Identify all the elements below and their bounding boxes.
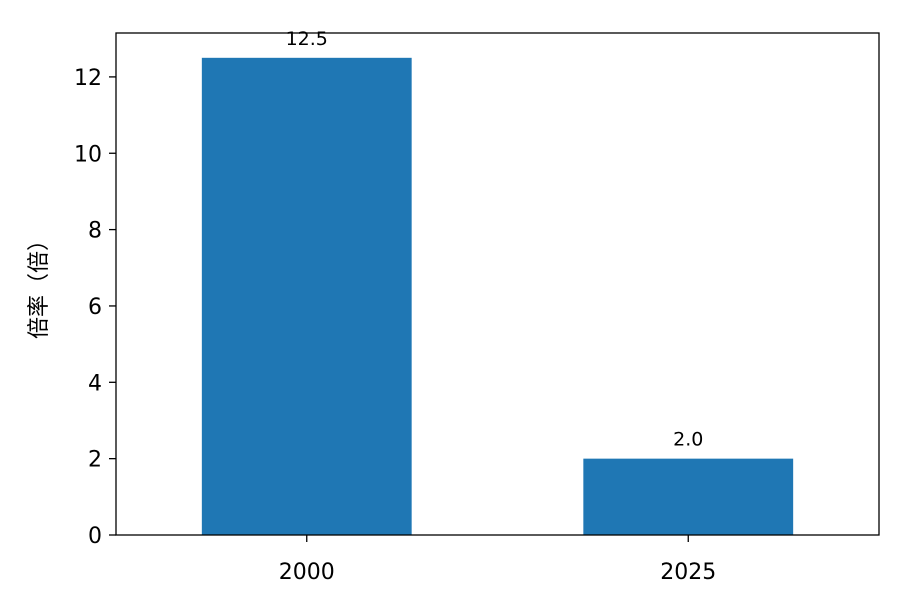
data-label-2000: 12.5 bbox=[286, 28, 328, 50]
y-tick-label: 2 bbox=[88, 448, 102, 473]
bar-2000 bbox=[201, 57, 412, 535]
y-tick-label: 6 bbox=[88, 295, 102, 320]
y-tick-label: 4 bbox=[88, 371, 102, 396]
y-tick-label: 12 bbox=[74, 66, 102, 91]
x-tick-label: 2025 bbox=[660, 560, 716, 585]
y-ticks-group: 0 2 4 6 8 10 12 bbox=[74, 66, 116, 549]
data-label-2025: 2.0 bbox=[673, 429, 703, 451]
y-tick-label: 0 bbox=[88, 524, 102, 549]
axes-frame bbox=[115, 32, 880, 536]
x-ticks-group: 2000 2025 bbox=[279, 535, 716, 585]
x-tick-label: 2000 bbox=[279, 560, 335, 585]
bars-group bbox=[201, 57, 794, 535]
y-axis-label: 倍率（倍） bbox=[27, 229, 52, 339]
bar-2025 bbox=[583, 458, 794, 535]
y-tick-label: 8 bbox=[88, 219, 102, 244]
y-tick-label: 10 bbox=[74, 142, 102, 167]
